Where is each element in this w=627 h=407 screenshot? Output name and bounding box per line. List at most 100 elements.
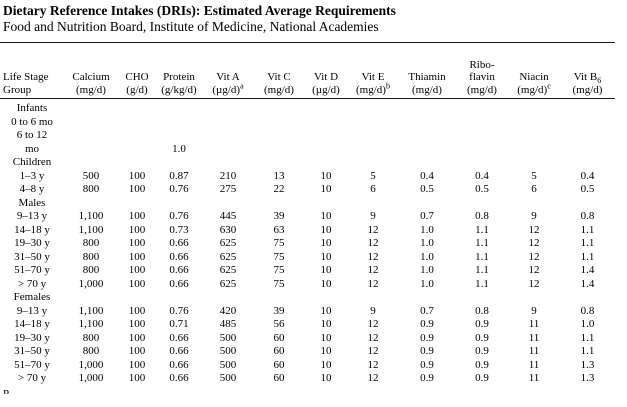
table-row: Infants [0,99,615,116]
cell: 75 [273,264,285,276]
row-label: 14–18 y [14,318,50,330]
cell: 100 [128,183,146,195]
cell: 0.66 [169,345,189,357]
cell [398,291,456,305]
row-label: 51–70 y [14,358,50,371]
cell: 100 [128,345,146,357]
cell: 0.9 [475,318,489,330]
cell [398,116,456,130]
cell: 100 [128,169,146,182]
cell: 12 [528,264,540,276]
cell: 0.5 [580,183,595,195]
cell [118,116,156,130]
cell: 75 [273,277,285,290]
cell: 625 [219,264,237,276]
table-row: Children [0,156,615,170]
cell [304,291,348,305]
cell: 9 [531,304,537,317]
cell: 0.8 [580,210,595,222]
table-row: 9–13 y 1,100 100 0.76 420 39 10 9 0.7 0.8 9 0.8 [0,305,615,319]
cell: 500 [219,358,237,371]
cell: 100 [128,372,146,384]
cell: 1.0 [580,318,595,330]
cell: 0.73 [169,223,189,236]
cell: 0.9 [475,358,489,371]
cell [560,99,615,116]
column-header: CHO (g/d) [118,42,156,99]
cell [456,129,508,143]
cell: 500 [219,331,237,344]
cell: 1.1 [580,237,595,249]
cell [560,143,615,157]
cell: 500 [219,372,237,384]
cell: 1.4 [580,264,595,276]
table-row: 19–30 y 800 100 0.66 500 60 10 12 0.9 0.9 11 1.1 [0,332,615,346]
table-row: 31–50 y 800 100 0.66 500 60 10 12 0.9 0.9 11 1.1 [0,345,615,359]
cell [64,129,118,143]
cell: 0.9 [420,358,434,371]
cell: 1.3 [580,358,595,371]
cell: 1,100 [78,210,104,222]
row-label: 1–3 y [19,169,45,182]
cell: 12 [367,250,379,263]
cell [398,197,456,211]
row-label: Males [18,196,46,209]
table-row: > 70 y 1,000 100 0.66 500 60 10 12 0.9 0.9 11 1.3 [0,372,615,386]
cell: 0.9 [420,331,434,344]
cell: 12 [367,331,379,344]
cell: 1,000 [78,277,104,290]
cell [254,116,304,130]
cell: 12 [367,223,379,236]
cell: 12 [367,345,379,357]
cell [348,197,398,211]
cell: 6 [370,183,376,195]
cell: 0.66 [169,358,189,371]
cell [64,197,118,211]
cell: 10 [320,250,332,263]
table-row: 14–18 y 1,100 100 0.71 485 56 10 12 0.9 0.9 11 1.0 [0,318,615,332]
table-row: 51–70 y 1,000 100 0.66 500 60 10 12 0.9 0.9 11 1.3 [0,359,615,373]
cell [348,99,398,116]
table-row: 6 to 12 [0,129,615,143]
cell: 420 [219,304,237,317]
cell: 0.9 [475,345,489,357]
row-label: 31–50 y [14,345,50,357]
cell [64,291,118,305]
cell [560,197,615,211]
page-subtitle: Food and Nutrition Board, Institute of M… [3,19,379,34]
cell: 0.71 [169,318,189,330]
cell: 0.5 [420,183,434,195]
row-label: mo [24,142,40,155]
cell: 10 [320,345,332,357]
cell: 1.3 [580,372,595,384]
cell: 11 [528,372,540,384]
cell [202,116,254,130]
table-header: Life Stage Group Calcium (mg/d) CHO (g/d) Prot… [0,42,615,99]
cell: 100 [128,331,146,344]
cell: 11 [528,331,540,344]
table-row: 14–18 y 1,100 100 0.73 630 63 10 12 1.0 1.1 12 1.1 [0,224,615,238]
row-label: 6 to 12 [16,129,48,141]
cell: 1,100 [78,223,104,236]
cell: 0.66 [169,237,189,249]
cell: 9 [370,210,376,222]
cell: 75 [273,237,285,249]
cell: 1.0 [420,277,434,290]
cell [156,291,202,305]
cell [118,99,156,116]
cell [156,116,202,130]
row-label: > 70 y [17,277,47,290]
cell: 10 [320,183,332,195]
cell: 100 [128,237,146,249]
cell: 63 [273,223,285,236]
cell: 0.9 [420,345,434,357]
cell: 800 [82,331,100,344]
cell: 12 [528,223,540,236]
cell: 1.0 [420,223,434,236]
cell: 210 [219,169,237,182]
cell [348,116,398,130]
cell: 12 [528,250,540,263]
table-row: Males [0,197,615,211]
cell [348,291,398,305]
clipped-letter: P [3,389,9,394]
